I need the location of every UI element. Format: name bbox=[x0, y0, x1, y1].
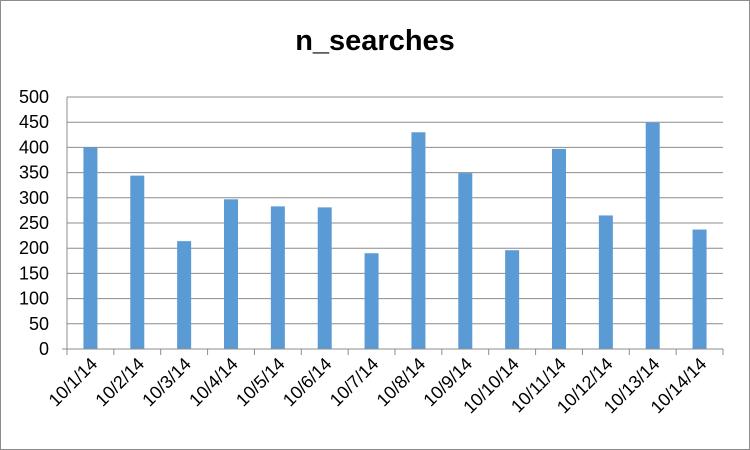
bar-10/3/14 bbox=[177, 241, 192, 349]
y-tick-label-250: 250 bbox=[19, 213, 49, 233]
x-tick-label-10/6/14: 10/6/14 bbox=[279, 354, 336, 411]
x-tick-label-10/4/14: 10/4/14 bbox=[185, 354, 242, 411]
bar-10/6/14 bbox=[317, 207, 332, 349]
x-tick-labels: 10/1/1410/2/1410/3/1410/4/1410/5/1410/6/… bbox=[45, 354, 711, 418]
gridlines bbox=[67, 96, 723, 325]
y-tick-label-500: 500 bbox=[19, 87, 49, 107]
x-tick-label-10/5/14: 10/5/14 bbox=[232, 354, 289, 411]
y-tick-label-50: 50 bbox=[29, 314, 49, 334]
x-tick-label-10/3/14: 10/3/14 bbox=[138, 354, 195, 411]
y-tick-label-200: 200 bbox=[19, 238, 49, 258]
y-tick-label-350: 350 bbox=[19, 163, 49, 183]
bar-10/7/14 bbox=[364, 253, 379, 349]
x-tick-label-10/8/14: 10/8/14 bbox=[373, 354, 430, 411]
y-tick-labels: 0 50 100 150 200 250 300 350 400 450 500 bbox=[19, 87, 49, 359]
bar-10/4/14 bbox=[224, 199, 238, 349]
bar-10/14/14 bbox=[692, 229, 707, 349]
y-tick-label-100: 100 bbox=[19, 289, 49, 309]
bar-10/2/14 bbox=[130, 175, 145, 349]
bar-10/13/14 bbox=[645, 122, 660, 349]
bar-10/9/14 bbox=[458, 173, 473, 349]
x-tick-label-10/1/14: 10/1/14 bbox=[45, 354, 102, 411]
y-tick-label-400: 400 bbox=[19, 137, 49, 157]
bar-10/8/14 bbox=[411, 132, 426, 349]
y-tick-label-300: 300 bbox=[19, 188, 49, 208]
bar-10/5/14 bbox=[270, 206, 285, 349]
bars bbox=[83, 122, 707, 349]
chart-title: n_searches bbox=[295, 25, 455, 57]
y-tick-label-0: 0 bbox=[39, 339, 49, 359]
y-tick-label-450: 450 bbox=[19, 112, 49, 132]
bar-10/12/14 bbox=[598, 215, 613, 349]
x-tick-label-10/7/14: 10/7/14 bbox=[326, 354, 383, 411]
bar-10/1/14 bbox=[83, 147, 98, 349]
axes bbox=[62, 97, 724, 355]
y-tick-label-150: 150 bbox=[19, 263, 49, 283]
x-tick-label-10/2/14: 10/2/14 bbox=[92, 354, 149, 411]
bar-10/10/14 bbox=[505, 250, 520, 349]
bar-10/11/14 bbox=[552, 148, 566, 349]
